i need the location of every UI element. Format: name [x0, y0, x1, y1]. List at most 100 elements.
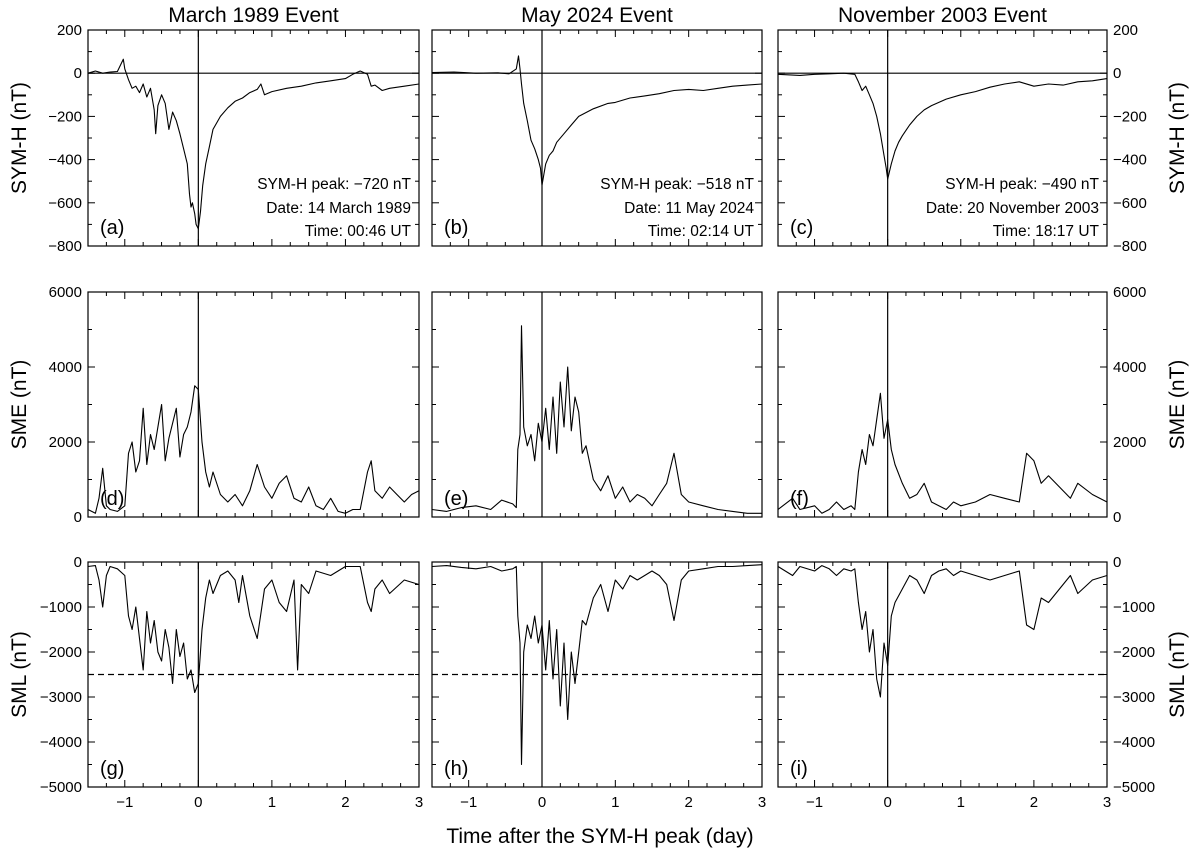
y-tick-label: 0 — [74, 554, 82, 571]
x-tick-label: −1 — [806, 794, 823, 811]
x-tick-label: 1 — [611, 794, 619, 811]
y-tick-label: −5000 — [1113, 779, 1155, 796]
annotation-date: Date: 11 May 2024 — [624, 200, 754, 217]
y-tick-label: −200 — [48, 108, 82, 125]
annotation-time: Time: 02:14 UT — [648, 223, 755, 240]
x-tick-label: 3 — [415, 794, 423, 811]
y-tick-label: −800 — [48, 238, 82, 255]
y-tick-label: −4000 — [1113, 734, 1155, 751]
column-title: November 2003 Event — [838, 4, 1047, 27]
panel-letter: (d) — [100, 488, 124, 510]
panel-b: May 2024 Event (b) SYM-H peak: −518 nT Date… — [431, 4, 763, 247]
plot-frame — [87, 29, 420, 247]
panel-e: (e) — [431, 291, 763, 518]
y-tick-label: −5000 — [40, 779, 82, 796]
y-tick-label: −1000 — [40, 599, 82, 616]
y-tick-label: −4000 — [40, 734, 82, 751]
y-axis-label-left: SML (nT) — [8, 631, 31, 718]
y-tick-label: −600 — [1113, 195, 1147, 212]
y-tick-label: −200 — [1113, 108, 1147, 125]
y-tick-label: 2000 — [49, 434, 82, 451]
panel-letter: (f) — [790, 488, 809, 510]
plot-frame — [431, 291, 763, 518]
y-tick-label: −1000 — [1113, 599, 1155, 616]
annotation-peak: SYM-H peak: −720 nT — [257, 176, 411, 193]
panel-letter: (b) — [444, 217, 468, 239]
y-tick-label: 0 — [1113, 554, 1121, 571]
x-tick-label: 2 — [684, 794, 692, 811]
annotation-time: Time: 18:17 UT — [993, 223, 1100, 240]
plot-frame — [87, 291, 420, 518]
series-line — [777, 72, 1108, 180]
y-tick-label: −600 — [48, 195, 82, 212]
x-tick-label: 2 — [1030, 794, 1038, 811]
series-line — [87, 565, 420, 694]
y-axis-label-right: SYM-H (nT) — [1166, 82, 1189, 194]
column-title: March 1989 Event — [168, 4, 339, 27]
series-line — [431, 55, 763, 186]
y-tick-label: 0 — [1113, 509, 1121, 526]
x-tick-label: 3 — [1103, 794, 1111, 811]
panel-d: 6000 4000 2000 0 SME (nT) (d) — [8, 284, 420, 526]
panel-h: −1 0 1 2 3 (h) — [431, 561, 766, 811]
plot-frame — [777, 291, 1108, 518]
y-axis-label-left: SME (nT) — [8, 360, 31, 450]
y-tick-label: 0 — [1113, 65, 1121, 82]
x-axis-title: Time after the SYM-H peak (day) — [446, 825, 753, 848]
series-line — [777, 392, 1108, 514]
y-tick-label: 6000 — [49, 284, 82, 301]
y-tick-label: 200 — [57, 22, 82, 39]
y-axis-label-right: SME (nT) — [1166, 360, 1189, 450]
panel-a: March 1989 Event 200 0 −200 −400 −600 −800 SYM-… — [8, 4, 420, 255]
panel-letter: (a) — [100, 217, 124, 239]
x-tick-label: −1 — [116, 794, 133, 811]
plot-frame — [431, 561, 763, 788]
y-tick-label: 4000 — [49, 359, 82, 376]
plot-frame — [431, 29, 763, 247]
y-tick-label: −800 — [1113, 238, 1147, 255]
panel-letter: (i) — [790, 758, 808, 780]
y-tick-label: 200 — [1113, 22, 1138, 39]
annotation-time: Time: 00:46 UT — [305, 223, 412, 240]
panel-c: November 2003 Event 200 0 −200 −400 −600 −800 S… — [777, 4, 1189, 255]
x-tick-label: 3 — [758, 794, 766, 811]
annotation-date: Date: 14 March 1989 — [266, 200, 411, 217]
series-line — [777, 565, 1108, 698]
x-tick-label: 1 — [957, 794, 965, 811]
x-tick-label: 1 — [268, 794, 276, 811]
annotation-date: Date: 20 November 2003 — [926, 200, 1099, 217]
y-tick-label: 6000 — [1113, 284, 1146, 301]
x-tick-label: 2 — [341, 794, 349, 811]
y-tick-label: 4000 — [1113, 359, 1146, 376]
panel-f: 6000 4000 2000 0 SME (nT) (f) — [777, 284, 1189, 526]
y-tick-label: 0 — [74, 509, 82, 526]
x-tick-label: 0 — [194, 794, 202, 811]
panel-grid: March 1989 Event2000−200−400−600−800SYM-… — [8, 4, 1189, 811]
y-tick-label: −400 — [1113, 152, 1147, 169]
y-tick-label: −3000 — [40, 689, 82, 706]
panel-letter: (g) — [100, 758, 124, 780]
column-title: May 2024 Event — [521, 4, 673, 27]
series-line — [87, 58, 420, 230]
series-line — [431, 564, 763, 766]
plot-frame — [777, 561, 1108, 788]
x-tick-label: 0 — [538, 794, 546, 811]
x-tick-label: −1 — [460, 794, 477, 811]
y-tick-label: −2000 — [1113, 644, 1155, 661]
y-tick-label: −3000 — [1113, 689, 1155, 706]
panel-letter: (h) — [444, 758, 468, 780]
y-axis-label-right: SML (nT) — [1166, 631, 1189, 718]
x-tick-label: 0 — [883, 794, 891, 811]
panel-letter: (c) — [790, 217, 813, 239]
series-line — [431, 325, 762, 514]
plot-frame — [87, 561, 420, 788]
panel-g: −1 0 1 2 3 0 −1000 −2000 −3000 −4000 −5000 SML (nT)… — [8, 554, 423, 811]
y-tick-label: 2000 — [1113, 434, 1146, 451]
y-tick-label: −2000 — [40, 644, 82, 661]
plot-frame — [777, 29, 1108, 247]
annotation-peak: SYM-H peak: −518 nT — [600, 176, 754, 193]
panel-letter: (e) — [444, 488, 468, 510]
panel-i: −1 0 1 2 3 0 −1000 −2000 −3000 −4000 −5000 SML (nT)… — [777, 554, 1189, 811]
y-tick-label: −400 — [48, 152, 82, 169]
